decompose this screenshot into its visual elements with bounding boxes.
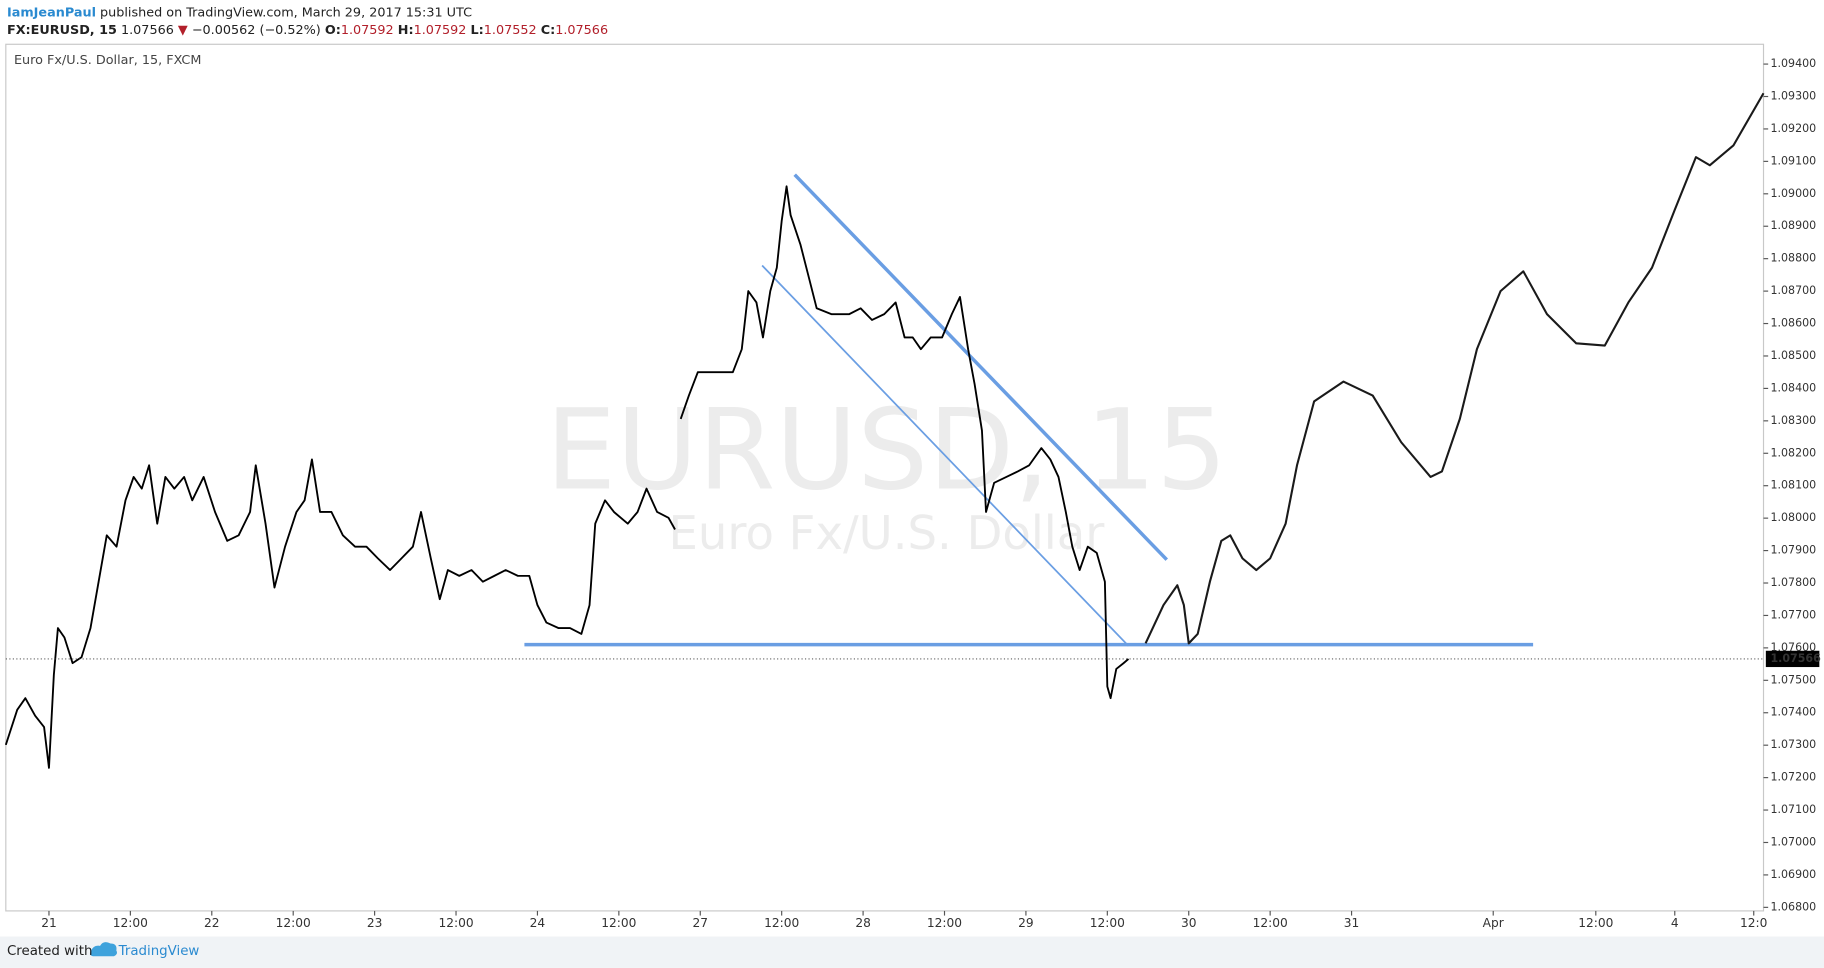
x-tick-label: 12:00: [1090, 916, 1125, 930]
published: published on TradingView.com, March 29, …: [100, 5, 472, 20]
y-tick-label: 1.07600: [1770, 641, 1816, 654]
x-tick-label: 4: [1671, 916, 1679, 930]
x-tick-label: 30: [1181, 916, 1197, 930]
x-tick-label: 27: [692, 916, 708, 930]
author[interactable]: IamJeanPaul: [7, 5, 96, 20]
y-tick-label: 1.07700: [1770, 608, 1816, 621]
y-tick-label: 1.09200: [1770, 122, 1816, 135]
open-label: O:: [325, 23, 341, 38]
publish-line: IamJeanPaul published on TradingView.com…: [7, 5, 472, 20]
price-line: [4, 185, 1130, 769]
y-tick-label: 1.08900: [1770, 219, 1816, 232]
high: 1.07592: [414, 23, 467, 38]
chart-title: Euro Fx/U.S. Dollar, 15, FXCM: [14, 53, 201, 68]
y-tick-label: 1.06800: [1770, 900, 1816, 913]
last-price-box: [1765, 650, 1820, 668]
last-price-label: 1.07566: [1770, 652, 1821, 665]
projection-line: [1144, 92, 1765, 645]
y-tick-label: 1.09400: [1770, 57, 1816, 70]
y-tick-label: 1.06900: [1770, 868, 1816, 881]
close: 1.07566: [555, 23, 608, 38]
change: −0.00562 (−0.52%): [192, 23, 321, 38]
y-tick-label: 1.07100: [1770, 803, 1816, 816]
x-tick-label: Apr: [1483, 916, 1505, 930]
x-tick-label: 12:00: [1578, 916, 1613, 930]
plot: 1.09400 1.09300 1.09200 1.09100 1.09000 1.089…: [4, 57, 1821, 930]
open: 1.07592: [341, 23, 394, 38]
x-tick-label: 12:00: [438, 916, 473, 930]
x-tick-label: 22: [204, 916, 220, 930]
y-tick-label: 1.08700: [1770, 284, 1816, 297]
brand-logo: [89, 942, 118, 957]
low-label: L:: [471, 23, 484, 38]
y-tick-label: 1.08600: [1770, 317, 1816, 330]
x-tick-label: 31: [1344, 916, 1360, 930]
trend-line: [793, 173, 1169, 561]
x-tick-label: 23: [367, 916, 383, 930]
x-tick-label: 12:0: [1740, 916, 1767, 930]
x-tick-label: 12:00: [601, 916, 636, 930]
symbol-line: FX:EURUSD, 15 1.07566 ▼ −0.00562 (−0.52%…: [7, 23, 608, 38]
y-tick-label: 1.08800: [1770, 252, 1816, 265]
y-tick-label: 1.07900: [1770, 544, 1816, 557]
y-tick-label: 1.08500: [1770, 349, 1816, 362]
x-tick-label: 12:00: [276, 916, 311, 930]
x-tick-label: 12:00: [1253, 916, 1288, 930]
y-tick-label: 1.08300: [1770, 414, 1816, 427]
high-label: H:: [398, 23, 414, 38]
y-tick-label: 1.07500: [1770, 673, 1816, 686]
x-tick-label: 12:00: [113, 916, 148, 930]
x-tick-label: 29: [1018, 916, 1034, 930]
x-tick-label: 28: [855, 916, 871, 930]
trend-line: [761, 264, 1130, 647]
x-tick-label: 21: [41, 916, 57, 930]
y-tick-label: 1.08100: [1770, 479, 1816, 492]
plot-frame: [5, 43, 1765, 912]
y-tick-label: 1.09300: [1770, 90, 1816, 103]
y-tick-label: 1.07000: [1770, 835, 1816, 848]
y-tick-label: 1.07400: [1770, 706, 1816, 719]
y-tick-label: 1.07200: [1770, 771, 1816, 784]
y-tick-label: 1.09000: [1770, 187, 1816, 200]
arrow: ▼: [178, 23, 188, 38]
close-label: C:: [541, 23, 556, 38]
y-tick-label: 1.09100: [1770, 154, 1816, 167]
created-with: Created with: [7, 944, 92, 959]
price: 1.07566: [121, 23, 174, 38]
y-tick-label: 1.08400: [1770, 381, 1816, 394]
x-tick-label: 12:00: [764, 916, 799, 930]
y-tick-label: 1.07300: [1770, 738, 1816, 751]
symbol: FX:EURUSD, 15: [7, 23, 117, 38]
footer-bar: [0, 936, 1824, 968]
y-tick-label: 1.08200: [1770, 446, 1816, 459]
low: 1.07552: [484, 23, 537, 38]
brand[interactable]: TradingView: [118, 944, 200, 959]
x-tick-label: 24: [530, 916, 546, 930]
watermark: EURUSD, 15: [546, 386, 1228, 516]
y-tick-label: 1.07800: [1770, 576, 1816, 589]
watermark-subtitle: Euro Fx/U.S. Dollar: [668, 506, 1105, 560]
y-tick-label: 1.08000: [1770, 511, 1816, 524]
x-tick-label: 12:00: [927, 916, 962, 930]
